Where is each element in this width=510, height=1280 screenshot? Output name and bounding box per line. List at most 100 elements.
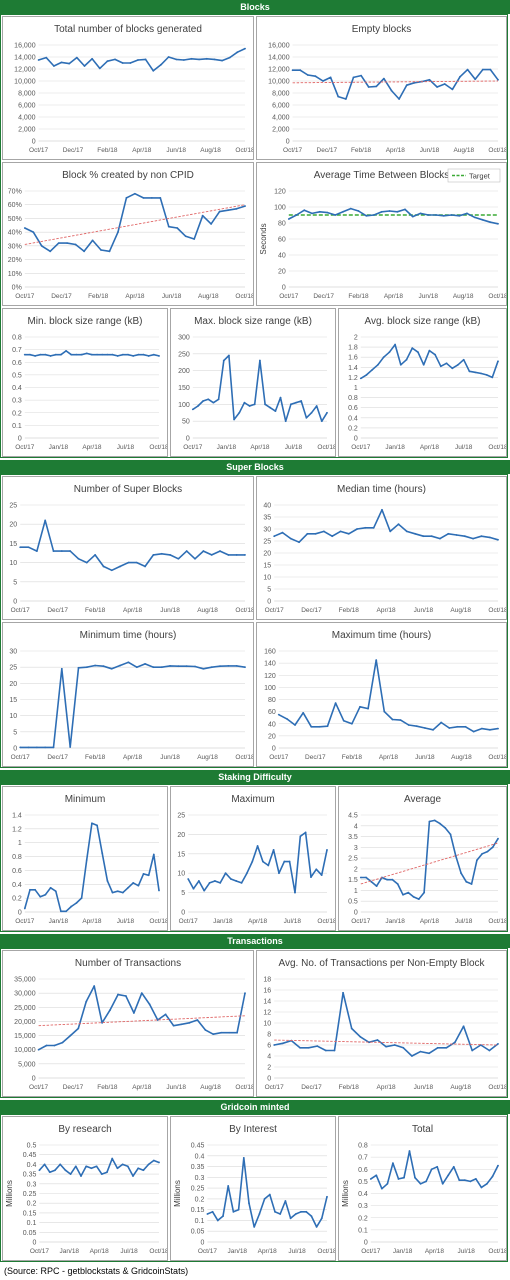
chart-15-xtick-label: Jun/18 (414, 1084, 434, 1091)
chart-6-data-point (428, 349, 431, 352)
chart-5-ytick-label: 50 (182, 419, 190, 426)
chart-1-data-point (337, 95, 340, 98)
chart-14-trendline (38, 1015, 246, 1027)
chart-12-data-point (219, 882, 222, 884)
chart-3-data-point (380, 210, 383, 213)
chart-11-data-point (65, 910, 67, 913)
chart-2-data-point (83, 250, 85, 253)
chart-12-data-point (251, 860, 254, 863)
chart-17-ytick-label: 0.45 (191, 1143, 205, 1150)
chart-3-data-point (342, 210, 344, 213)
chart-18-xtick-label: Oct/17 (361, 1248, 381, 1255)
chart-14-data-point (148, 1003, 151, 1006)
chart-13-xtick-label: Oct/18 (488, 918, 507, 925)
chart-3-data-point (427, 214, 430, 216)
chart-1-xtick-label: Oct/17 (283, 147, 303, 154)
chart-14-data-point (156, 1019, 159, 1021)
chart-4-ytick-label: 0.5 (12, 372, 22, 379)
chart-8-data-point (439, 537, 441, 540)
chart-8-data-point (364, 526, 367, 529)
chart-13-data-point (481, 852, 484, 855)
chart-8-data-point (405, 530, 408, 533)
chart-15-ytick-label: 16 (263, 988, 271, 995)
chart-15-data-point (393, 1044, 396, 1046)
chart-12-ytick-label: 10 (177, 871, 185, 878)
chart-2-data-point (235, 207, 238, 210)
chart-11-data-point (85, 859, 88, 861)
chart-11-title: Minimum (65, 794, 106, 805)
chart-12-xtick-label: Apr/18 (248, 918, 268, 925)
chart-17-data-point (320, 1217, 323, 1220)
chart-4-data-point (44, 353, 47, 356)
chart-13-xtick-label: Oct/17 (351, 918, 371, 925)
chart-8-data-point (298, 541, 300, 544)
chart-7-data-point (210, 554, 213, 556)
chart-12-ytick-label: 15 (177, 851, 185, 858)
chart-15-xtick-label: Dec/17 (301, 1084, 322, 1091)
chart-2-data-point (193, 238, 196, 240)
chart-16-data-point (121, 1163, 124, 1166)
chart-7-ytick-label: 5 (13, 579, 17, 586)
chart-16-ytick-label: 0.1 (27, 1220, 37, 1227)
chart-4-data-point (132, 355, 135, 357)
chart-2-data-point (100, 249, 102, 251)
chart-0-data-point (37, 59, 40, 61)
chart-12-data-point (192, 887, 195, 890)
chart-18-data-point (392, 1162, 394, 1165)
chart-13-ytick-label: 3.5 (348, 834, 358, 841)
chart-17-xtick-label: Apr/18 (258, 1248, 278, 1255)
chart-5-ytick-label: 300 (178, 335, 190, 342)
chart-11-ytick-label: 0.4 (12, 882, 22, 889)
chart-12-ytick-label: 20 (177, 832, 185, 839)
chart-11-data-point (132, 882, 135, 884)
chart-4-data-point (39, 353, 42, 356)
chart-2-ytick-label: 0% (12, 285, 22, 292)
chart-9-data-point (102, 665, 105, 668)
chart-9-ytick-label: 10 (9, 713, 17, 720)
chart-9-xtick-label: Jun/18 (160, 754, 180, 761)
chart-8-ytick-label: 40 (263, 503, 271, 510)
chart-17-data-point (294, 1213, 297, 1215)
chart-10-data-point (391, 718, 394, 721)
chart-8-data-point (347, 532, 350, 535)
chart-2-xtick-label: Oct/17 (15, 293, 35, 300)
chart-15-data-point (376, 1039, 379, 1041)
chart-13-ytick-label: 3 (354, 845, 358, 852)
chart-5-series-line (192, 354, 328, 422)
chart-5-data-point (305, 416, 308, 419)
chart-5-data-point (228, 354, 230, 357)
chart-16-data-point (43, 1163, 46, 1166)
chart-5-data-point (300, 400, 303, 402)
chart-18-ytick-label: 0 (364, 1240, 368, 1247)
chart-15-data-point (333, 1049, 336, 1052)
chart-14-data-point (85, 1000, 88, 1003)
chart-4-data-point (70, 353, 73, 356)
chart-0-ytick-label: 12,000 (14, 67, 36, 74)
chart-8-data-point (414, 532, 417, 535)
chart-11-data-point (158, 889, 160, 892)
chart-17-data-point (216, 1219, 219, 1222)
chart-18-xtick-label: Apr/18 (425, 1248, 445, 1255)
chart-13-trendline (360, 842, 499, 885)
chart-minimum-time: Minimum time (hours) 0 5 10 15 20 25 30 Oct/17 De… (2, 622, 254, 767)
chart-1-data-point (489, 68, 492, 71)
chart-14-data-point (164, 1013, 167, 1016)
chart-8-data-point (389, 530, 392, 533)
section-header-blocks: Blocks (0, 0, 510, 14)
chart-14-data-point (172, 1024, 175, 1027)
chart-3-xtick-label: Aug/18 (453, 293, 474, 300)
chart-16-data-point (100, 1173, 103, 1175)
chart-5-data-point (233, 418, 235, 421)
chart-block-pct-non-cpid: Block % created by non CPID 0% 10% 20% 30% 40… (2, 162, 254, 306)
chart-10-xtick-label: Jun/18 (415, 754, 435, 761)
chart-11-data-point (147, 874, 150, 877)
chart-0-data-point (244, 47, 246, 50)
chart-11-xtick-label: Jan/18 (49, 918, 69, 925)
chart-10-ytick-label: 20 (268, 733, 276, 740)
chart-3-xtick-label: Oct/17 (279, 293, 299, 300)
chart-0-data-point (205, 57, 208, 60)
section-frame-blocks (0, 14, 508, 458)
chart-3-data-point (396, 210, 399, 213)
chart-3-xtick-label: Feb/18 (348, 293, 369, 300)
chart-9-data-point (94, 664, 97, 667)
